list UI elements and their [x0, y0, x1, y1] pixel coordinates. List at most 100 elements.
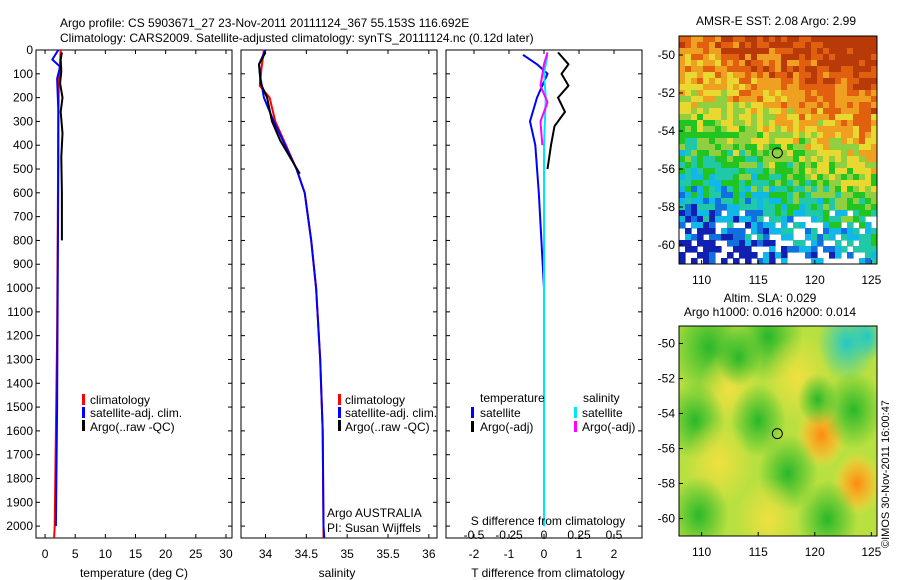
sst-cell [835, 138, 842, 145]
sst-cell [829, 90, 836, 97]
sst-cell [787, 96, 794, 103]
legend-label-argo: Argo(..raw -QC) [90, 420, 175, 434]
sst-cell [841, 210, 848, 217]
sst-cell [697, 252, 704, 259]
sst-cell [865, 42, 872, 49]
sst-cell [847, 36, 854, 43]
sst-cell [799, 156, 806, 163]
sst-cell [847, 216, 854, 223]
sst-cell [823, 96, 830, 103]
sst-cell [871, 120, 877, 127]
sst-cell [805, 42, 812, 49]
sst-cell [685, 114, 692, 121]
sst-cell [823, 42, 830, 49]
depth-tick-label: 1800 [6, 471, 33, 485]
imos-credit: ©IMOS 30-Nov-2011 16:00:47 [880, 400, 892, 548]
sst-cell [691, 204, 698, 211]
sst-cell [835, 204, 842, 211]
sst-cell [757, 204, 764, 211]
sst-cell [841, 216, 848, 223]
sst-cell [691, 174, 698, 181]
sst-cell [751, 144, 758, 151]
sst-cell [709, 78, 716, 85]
pi-note: PI: Susan Wijffels [327, 521, 421, 535]
sst-cell [679, 54, 686, 61]
sst-cell [727, 120, 734, 127]
sst-cell [763, 192, 770, 199]
sst-cell [859, 72, 866, 79]
sst-cell [781, 102, 788, 109]
sst-cell [733, 150, 740, 157]
sst-cell [793, 222, 800, 229]
sst-cell [775, 66, 782, 73]
sst-cell [697, 66, 704, 73]
sst-cell [823, 66, 830, 73]
sst-cell [871, 66, 877, 73]
sst-cell [847, 150, 854, 157]
sst-cell [763, 204, 770, 211]
sst-cell [709, 210, 716, 217]
sst-cell [709, 132, 716, 139]
sst-cell [763, 258, 770, 264]
sst-cell [733, 186, 740, 193]
sst-cell [847, 120, 854, 127]
x-tick-label: 0 [42, 547, 49, 561]
sst-cell [775, 108, 782, 115]
argo-position-marker [771, 428, 783, 440]
sst-cell [871, 138, 877, 145]
sst-cell [793, 198, 800, 205]
sst-cell [703, 192, 710, 199]
sst-cell [721, 72, 728, 79]
sst-cell [841, 168, 848, 175]
series-argo [258, 51, 301, 175]
sst-cell [835, 156, 842, 163]
sst-cell [787, 42, 794, 49]
legend-label-t-argo: Argo(-adj) [480, 420, 533, 434]
sst-cell [679, 258, 686, 264]
sst-cell [703, 162, 710, 169]
sst-cell [811, 90, 818, 97]
sst-cell [691, 78, 698, 85]
sst-cell [697, 240, 704, 247]
sst-cell [703, 126, 710, 133]
sst-cell [811, 54, 818, 61]
top-tick-label: -0.25 [495, 528, 523, 542]
sst-cell [793, 96, 800, 103]
salinity-legend: climatology satellite-adj. clim. Argo(..… [338, 393, 437, 434]
legend-swatch-s-satellite [574, 407, 577, 418]
sst-cell [811, 114, 818, 121]
sst-cell [727, 240, 734, 247]
sst-cell [805, 192, 812, 199]
sst-cell [787, 186, 794, 193]
sst-cell [751, 120, 758, 127]
sst-cell [691, 222, 698, 229]
legend-swatch-satellite [82, 407, 85, 418]
sst-cell [733, 54, 740, 61]
sst-cell [787, 54, 794, 61]
sst-cell [835, 192, 842, 199]
sst-cell [817, 156, 824, 163]
sst-cell [847, 78, 854, 85]
salinity-panel: 34 34.5 35 35.5 36 salinity climatology sate… [240, 49, 438, 580]
sst-cell [841, 150, 848, 157]
sst-cell [793, 114, 800, 121]
sst-cell [727, 132, 734, 139]
sst-cell [733, 132, 740, 139]
sst-cell [817, 204, 824, 211]
sst-cell [721, 78, 728, 85]
sst-cell [757, 222, 764, 229]
legend-label-satellite: satellite-adj. clim. [90, 406, 182, 420]
sst-cell [757, 144, 764, 151]
sst-cell [781, 234, 788, 241]
sst-cell [859, 186, 866, 193]
sst-cell [751, 210, 758, 217]
sst-cell [721, 66, 728, 73]
sst-cell [727, 252, 734, 259]
sst-cell [697, 120, 704, 127]
sst-cell [739, 162, 746, 169]
sst-cell [691, 66, 698, 73]
depth-tick-label: 1100 [7, 305, 33, 319]
sst-cell [769, 258, 776, 264]
sst-cell [685, 150, 692, 157]
sst-cell [703, 258, 710, 264]
